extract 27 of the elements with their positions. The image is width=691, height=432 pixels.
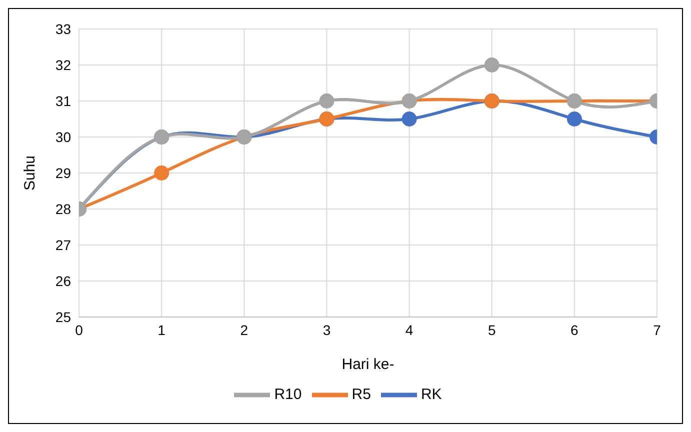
x-tick-label: 2 — [240, 322, 248, 338]
y-tick-label: 25 — [55, 308, 72, 325]
point — [154, 166, 170, 180]
y-tick-label: 32 — [55, 56, 72, 73]
x-tick-label: 0 — [75, 322, 84, 338]
legend-label: R5 — [352, 386, 371, 403]
x-tick-label: 5 — [488, 322, 496, 338]
y-tick-label: 31 — [55, 92, 72, 109]
y-tick-label: 30 — [55, 128, 72, 145]
x-tick-label: 1 — [158, 322, 166, 338]
x-tick-label: 7 — [653, 322, 662, 338]
x-tick-label: 4 — [405, 322, 414, 338]
y-tick-label: 33 — [55, 20, 72, 37]
y-tick-label: 28 — [55, 200, 72, 217]
y-tick-label: 27 — [55, 236, 72, 253]
legend-label: RK — [420, 386, 442, 403]
x-axis-title: Hari ke- — [342, 356, 394, 373]
point — [402, 112, 417, 126]
point — [484, 58, 500, 72]
x-tick-label: 3 — [322, 322, 331, 338]
y-tick-label: 26 — [55, 272, 72, 289]
x-tick-label: 6 — [570, 322, 579, 338]
point — [566, 112, 582, 126]
y-axis-title: Suhu — [21, 155, 38, 191]
y-tick-label: 29 — [55, 164, 72, 181]
point — [319, 94, 334, 108]
legend-label: R10 — [274, 386, 302, 403]
